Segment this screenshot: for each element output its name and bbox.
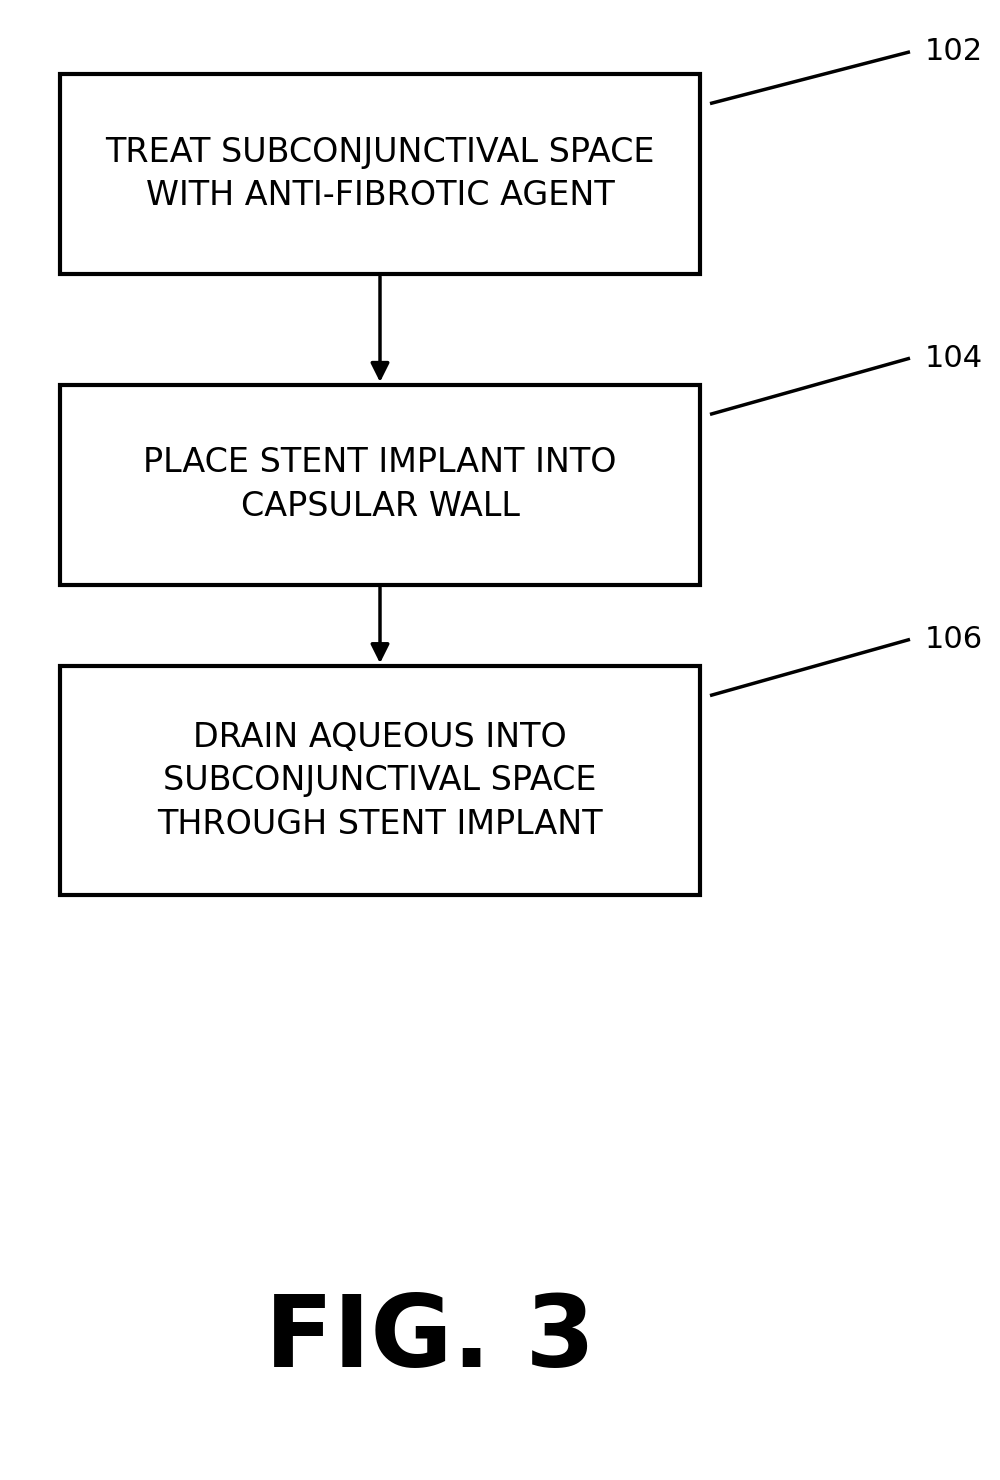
- Bar: [60, 666, 700, 895]
- Text: TREAT SUBCONJUNCTIVAL SPACE
WITH ANTI-FIBROTIC AGENT: TREAT SUBCONJUNCTIVAL SPACE WITH ANTI-FI…: [105, 136, 655, 212]
- Text: PLACE STENT IMPLANT INTO
CAPSULAR WALL: PLACE STENT IMPLANT INTO CAPSULAR WALL: [143, 447, 617, 522]
- Text: DRAIN AQUEOUS INTO
SUBCONJUNCTIVAL SPACE
THROUGH STENT IMPLANT: DRAIN AQUEOUS INTO SUBCONJUNCTIVAL SPACE…: [157, 721, 603, 841]
- Text: 106: 106: [925, 625, 983, 654]
- Text: 104: 104: [925, 343, 983, 373]
- Bar: [60, 385, 700, 585]
- Bar: [60, 74, 700, 274]
- Text: FIG. 3: FIG. 3: [265, 1291, 595, 1388]
- Text: 102: 102: [925, 37, 983, 67]
